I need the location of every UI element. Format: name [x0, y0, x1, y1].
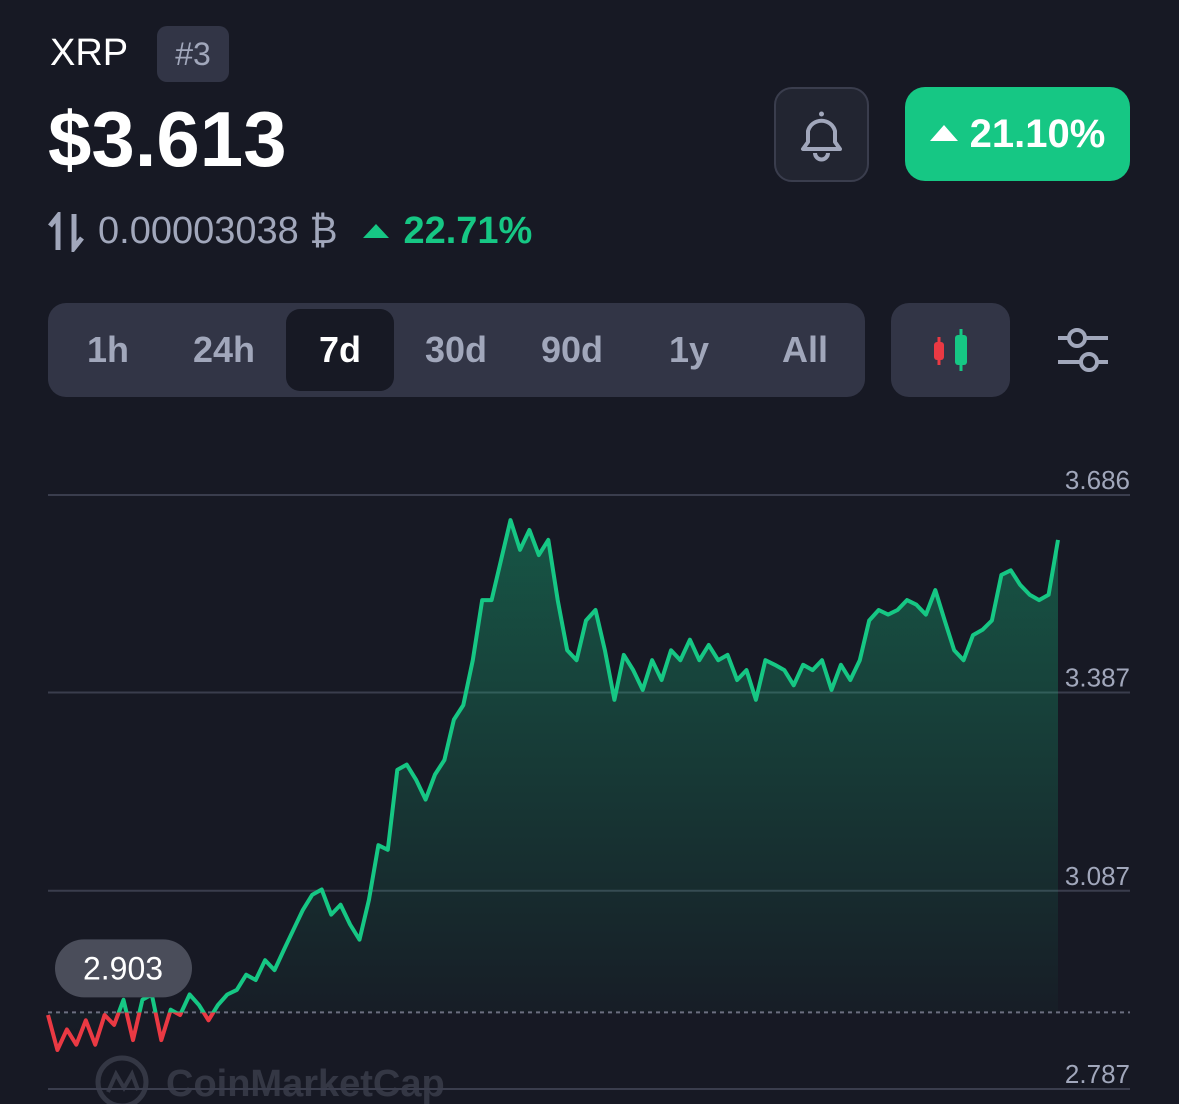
timeframe-tab[interactable]: 24h — [192, 329, 256, 370]
bell-icon — [801, 111, 842, 162]
y-tick-label: 3.387 — [1065, 663, 1130, 693]
up-arrow — [929, 125, 958, 141]
coin-name: XRP — [50, 32, 129, 74]
baseline-label: 2.903 — [83, 950, 163, 986]
baseline-badge — [55, 939, 192, 998]
rank-badge: #3 — [157, 26, 229, 82]
timeframe-tab[interactable]: All — [781, 329, 828, 370]
y-tick-label: 3.686 — [1065, 465, 1130, 495]
price: $3.613 — [48, 95, 287, 183]
timeframe-tab[interactable]: 30d — [424, 329, 488, 370]
timeframe-tab[interactable]: 1h — [86, 329, 129, 370]
watermark-text: CoinMarketCap — [166, 1063, 445, 1104]
timeframe-tab[interactable]: 1y — [668, 329, 710, 370]
timeframe-tab[interactable]: 90d — [540, 329, 604, 370]
change-value: 21.10% — [969, 111, 1106, 156]
up-arrow — [363, 223, 390, 238]
y-tick-label: 3.087 — [1065, 861, 1130, 891]
btc-change: 22.71% — [403, 210, 533, 252]
alert-button[interactable] — [774, 87, 869, 182]
price-line — [46, 518, 1060, 1052]
swap-icon — [48, 211, 84, 252]
timeframe-tab[interactable]: 7d — [286, 309, 394, 391]
y-tick-label: 2.787 — [1065, 1059, 1130, 1089]
candle-icon — [934, 329, 967, 371]
settings-icon[interactable] — [1050, 320, 1116, 380]
chart-type-button[interactable] — [891, 303, 1010, 397]
btc-row: 0.00003038 ₿ 22.71% — [48, 210, 532, 253]
btc-price: 0.00003038 ₿ — [98, 210, 338, 252]
change-badge: 21.10% — [905, 87, 1130, 181]
watermark: CoinMarketCap — [95, 1055, 445, 1104]
timeframe-tabs: 1h 24h 7d 30d 90d 1y All — [48, 303, 865, 397]
